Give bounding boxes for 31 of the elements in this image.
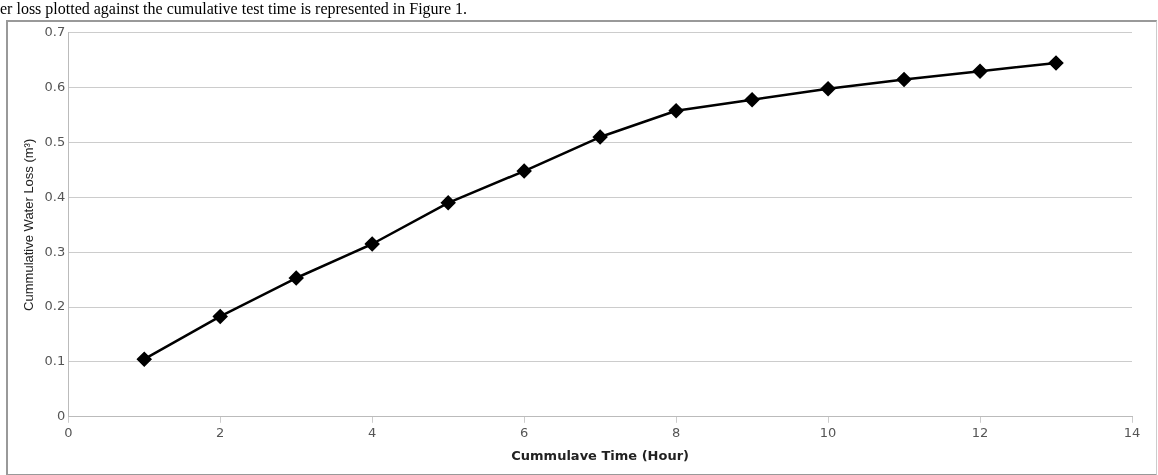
x-tick-label: 8 [671,424,681,440]
point [1048,55,1064,71]
point [516,163,532,179]
point [364,236,380,252]
point [820,81,836,96]
point [896,72,912,87]
y-tick-label: 0.2 [44,298,66,314]
y-tick-label: 0.4 [44,188,66,204]
x-tick-label: 14 [1123,424,1141,440]
point [440,195,456,211]
y-axis-title: Cummulative Water Loss (m³) [21,138,37,311]
point [668,103,684,118]
x-tick-label: 4 [368,424,377,440]
point [592,129,608,145]
y-tick-label: 0.7 [44,24,66,40]
point [288,270,304,286]
point [212,309,228,324]
y-tick-label: 0.6 [44,79,66,95]
point [744,92,760,107]
y-tick-label: 0.3 [44,243,66,259]
x-axis-title: Cummulave Time (Hour) [511,447,690,463]
y-tick-label: 0.1 [44,353,66,369]
point [972,63,988,79]
y-tick-label: 0 [56,408,66,424]
x-tick-label: 10 [819,424,837,440]
x-tick-label: 12 [971,424,989,440]
point [137,351,152,367]
text: er loss plotted against the cumulative test time is represented in Figure 1. [0,0,467,18]
y-tick-label: 0.5 [44,133,66,149]
x-tick-label: 2 [216,424,225,440]
x-tick-label: 6 [520,424,529,440]
